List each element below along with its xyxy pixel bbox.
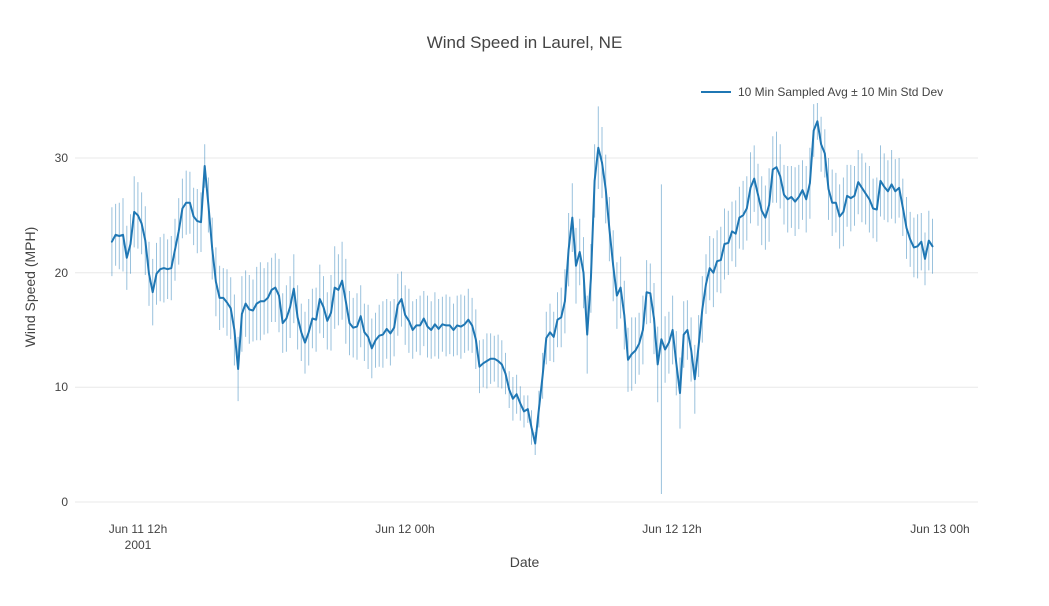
x-tick-label: Jun 11 12h [108, 522, 168, 536]
x-axis-title: Date [509, 554, 540, 570]
x-tick-jun12-00h: Jun 12 00h [375, 522, 435, 536]
y-tick-30: 30 [54, 151, 68, 165]
legend-line-swatch [701, 91, 731, 93]
x-tick-jun13-00h: Jun 13 00h [910, 522, 970, 536]
y-tick-10: 10 [54, 380, 68, 394]
x-tick-jun12-12h: Jun 12 12h [642, 522, 702, 536]
legend-item[interactable]: 10 Min Sampled Avg ± 10 Min Std Dev [701, 85, 943, 99]
error-bars [111, 103, 933, 494]
chart-title: Wind Speed in Laurel, NE [426, 33, 623, 52]
legend-label: 10 Min Sampled Avg ± 10 Min Std Dev [738, 85, 944, 99]
gridlines [75, 157, 978, 503]
y-tick-20: 20 [54, 266, 68, 280]
wind-speed-line [110, 120, 934, 445]
y-axis-title: Wind Speed (MPH) [22, 226, 38, 348]
x-tick-year: 2001 [124, 538, 152, 552]
x-tick-jun11-12h: Jun 11 12h 2001 [109, 521, 168, 553]
y-tick-0: 0 [61, 495, 68, 509]
